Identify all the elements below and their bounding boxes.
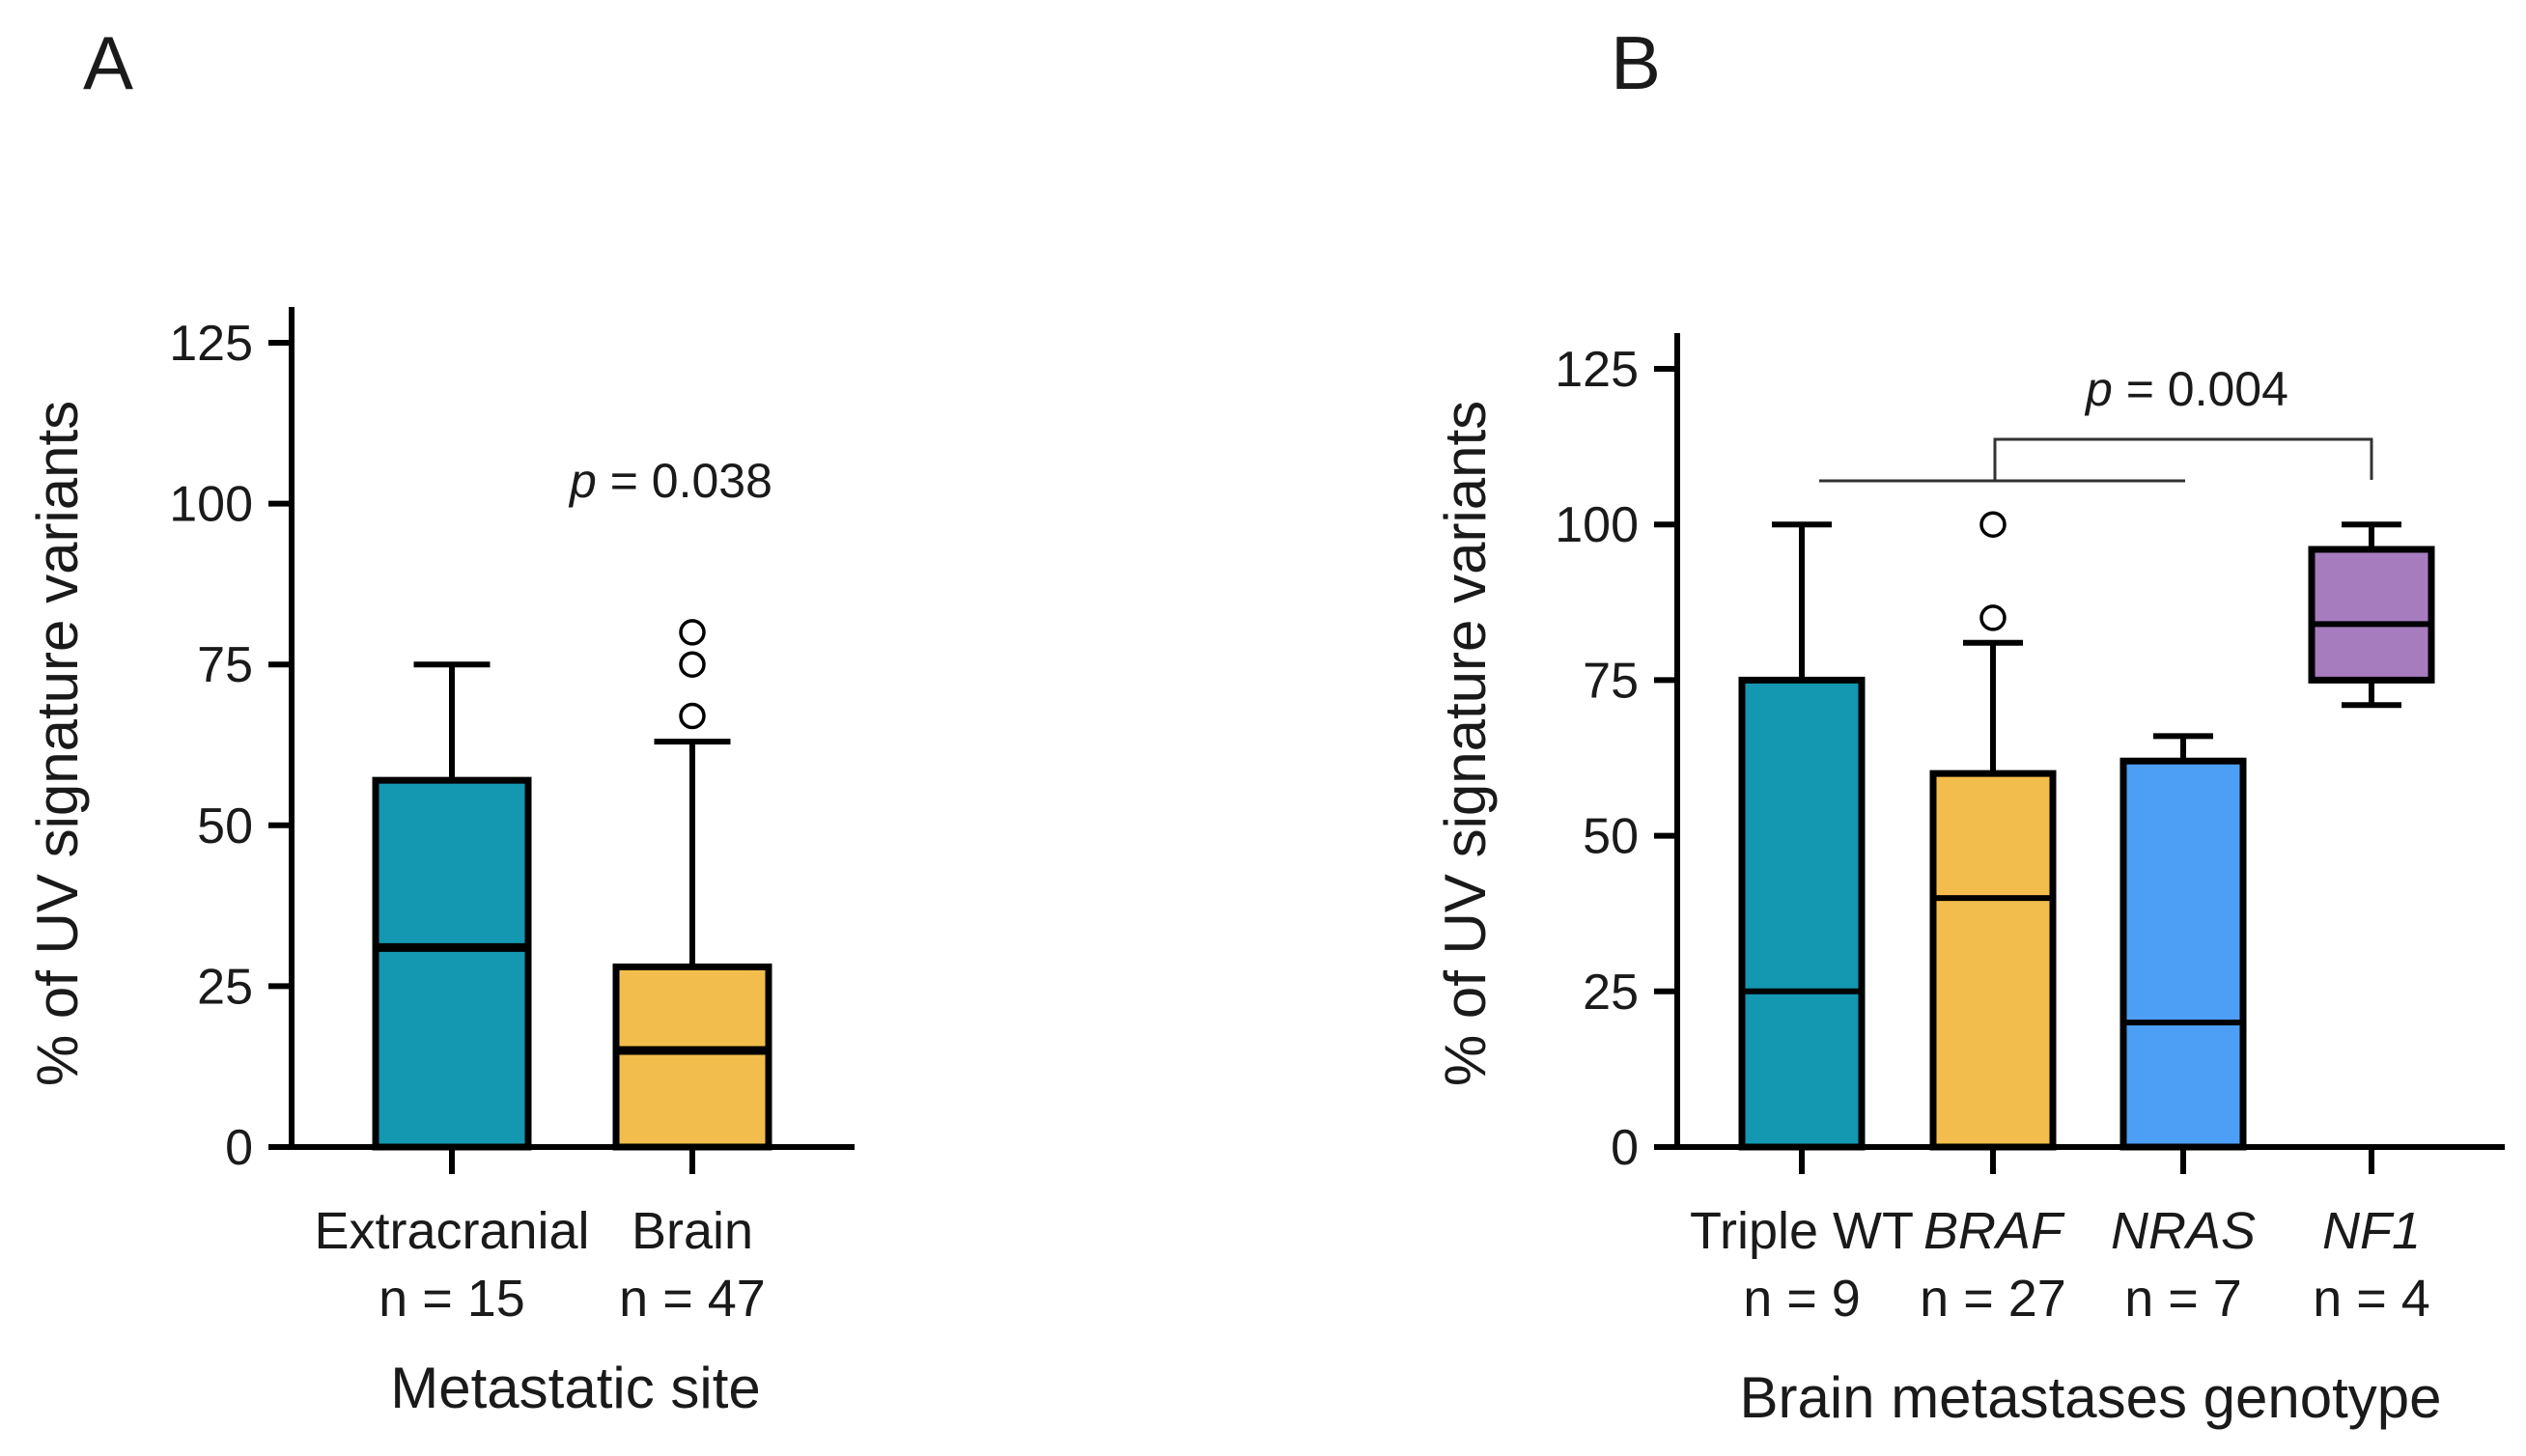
panel-a-chart: 0 25 50 75 100 125 % of UV signature variants M… xyxy=(25,307,855,1420)
outlier-point-brain xyxy=(679,702,706,730)
y-tick-label: 100 xyxy=(1555,497,1639,553)
category-label-triple-wt: Triple WT xyxy=(1690,1202,1914,1260)
y-tick-label: 0 xyxy=(1611,1120,1639,1176)
category-label-brain: Brain xyxy=(632,1202,753,1260)
panel-b-letter: B xyxy=(1611,20,1661,105)
significance-bracket xyxy=(1993,437,2373,481)
p-symbol: p xyxy=(2084,362,2113,416)
category-n-nf1: n = 4 xyxy=(2313,1270,2430,1328)
y-tick-label: 50 xyxy=(197,798,253,854)
box-nf1 xyxy=(2308,546,2435,684)
y-axis-label: % of UV signature variants xyxy=(1433,401,1498,1086)
y-tick-label: 125 xyxy=(1555,342,1639,398)
category-label-braf: BRAF xyxy=(1923,1202,2065,1260)
box-triple-wt xyxy=(1738,676,1866,1151)
box-braf xyxy=(1929,770,2057,1151)
box-extracranial xyxy=(372,776,532,1151)
category-n-triple-wt: n = 9 xyxy=(1743,1270,1861,1328)
y-tick-label: 75 xyxy=(197,637,253,693)
category-n-brain: n = 47 xyxy=(619,1270,766,1328)
x-axis-label: Metastatic site xyxy=(390,1356,760,1420)
outlier-point-brain xyxy=(679,651,706,678)
category-n-braf: n = 27 xyxy=(1920,1270,2066,1328)
y-tick-label: 25 xyxy=(197,959,253,1015)
outlier-point-brain xyxy=(679,619,706,646)
x-axis-label: Brain metastases genotype xyxy=(1739,1365,2441,1430)
p-value-label-b: p = 0.004 xyxy=(2084,362,2288,416)
panel-a-letter: A xyxy=(83,20,133,105)
category-label-nf1: NF1 xyxy=(2322,1202,2421,1260)
y-tick-label: 50 xyxy=(1583,809,1639,865)
category-label-extracranial: Extracranial xyxy=(314,1202,589,1260)
y-tick-label: 125 xyxy=(169,316,253,372)
p-value-text: = 0.004 xyxy=(2113,362,2288,416)
p-symbol: p xyxy=(568,454,597,508)
box-nras xyxy=(2119,757,2247,1151)
box-brain xyxy=(612,963,772,1151)
y-tick-label: 25 xyxy=(1583,965,1639,1021)
outlier-point-braf xyxy=(1979,511,2007,538)
p-value-label-a: p = 0.038 xyxy=(568,454,772,508)
y-tick-label: 0 xyxy=(225,1120,253,1176)
panel-b-chart: 0 25 50 75 100 125 % of UV signature variants B… xyxy=(1433,333,2505,1430)
y-axis-label: % of UV signature variants xyxy=(25,401,90,1086)
category-n-extracranial: n = 15 xyxy=(379,1270,525,1328)
outlier-point-braf xyxy=(1979,604,2007,631)
category-label-nras: NRAS xyxy=(2111,1202,2256,1260)
y-tick-label: 100 xyxy=(169,477,253,533)
y-tick-label: 75 xyxy=(1583,653,1639,709)
category-n-nras: n = 7 xyxy=(2124,1270,2242,1328)
p-value-text: = 0.038 xyxy=(597,454,772,508)
